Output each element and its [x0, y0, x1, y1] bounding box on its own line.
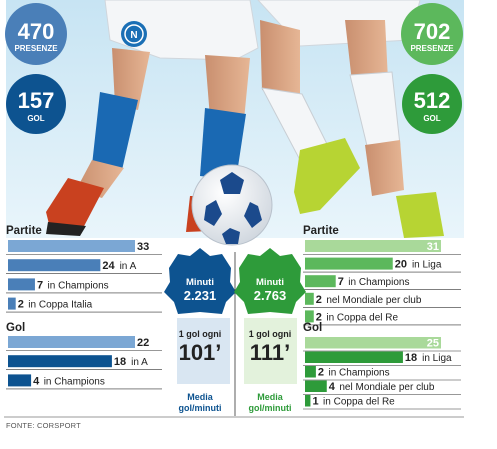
bar-category-label: in Coppa del Re: [323, 397, 395, 408]
bar-category-label: in Liga: [412, 260, 442, 271]
bar: [8, 240, 135, 252]
bar: [305, 310, 314, 323]
right-minutes-panel: Minuti 2.763 1 gol ogni 111’ Media gol/m…: [234, 248, 306, 413]
football-icon: [191, 164, 273, 246]
right-ratio-label: 1 gol ogni: [249, 329, 292, 339]
bar: [8, 297, 16, 310]
bar-category-label: in Champions: [328, 368, 389, 379]
bar-value-label: 4: [329, 381, 336, 393]
bar-category-label: in Champions: [48, 280, 109, 291]
right-gol-badge: 512 GOL: [402, 74, 462, 134]
bar-category-label: nel Mondiale per club: [326, 295, 421, 306]
right-ratio-panel-bg: [244, 318, 297, 384]
right-ratio-value: 111’: [250, 340, 290, 365]
bar: [305, 366, 316, 378]
right-ratio-caption-1: Media: [257, 392, 284, 402]
bar-value-label: 2: [316, 311, 322, 323]
bar-category-label: in Champions: [348, 277, 409, 288]
right-presenze-label: PRESENZE: [410, 44, 454, 53]
bar-category-label: in Champions: [44, 376, 105, 387]
left-gol-chart: Gol 22 18 in A 4 in Champions: [6, 322, 162, 390]
left-presenze-label: PRESENZE: [14, 44, 58, 53]
right-gol-value: 512: [414, 88, 451, 113]
bar: [305, 351, 403, 363]
bar-category-label: in Liga: [422, 353, 452, 364]
left-ratio-caption-1: Media: [187, 392, 214, 402]
bar-value-label: 24: [102, 260, 115, 272]
bar: [8, 259, 101, 272]
left-ratio-caption-2: gol/minuti: [179, 403, 222, 413]
right-presenze-badge: 702 PRESENZE: [401, 3, 463, 65]
left-minutes-panel: Minuti 2.231 1 gol ogni 101’ Media gol/m…: [164, 248, 236, 413]
bar-category-label: in Coppa Italia: [28, 300, 92, 311]
bar-value-label: 4: [33, 375, 40, 387]
right-minutes-value: 2.763: [254, 288, 287, 303]
bar-value-label: 18: [405, 352, 417, 364]
bar: [8, 278, 35, 291]
right-ratio-caption-2: gol/minuti: [249, 403, 292, 413]
bar-category-label: in Coppa del Re: [326, 312, 398, 323]
bar-value-label: 7: [338, 276, 344, 288]
photo-area: N: [6, 0, 464, 246]
bar: [305, 395, 311, 407]
right-gol-chart: Gol 25 18 in Liga 2 in Champions 4 nel Mondiale…: [303, 322, 461, 410]
left-minutes-value: 2.231: [184, 288, 217, 303]
left-ratio-value: 101’: [179, 340, 222, 365]
left-partite-chart: Partite 33 24 in A 7 in Champions 2 in Coppa It…: [6, 225, 162, 313]
svg-text:N: N: [130, 30, 137, 41]
right-minutes-label: Minuti: [256, 277, 284, 288]
right-presenze-value: 702: [414, 19, 451, 44]
left-gol-chart-title: Gol: [6, 322, 25, 334]
bar-value-label: 25: [427, 338, 439, 350]
bar: [305, 257, 393, 270]
bar-category-label: in A: [120, 261, 137, 272]
bar-value-label: 2: [318, 367, 324, 379]
bar-value-label: 18: [114, 356, 126, 368]
left-gol-value: 157: [18, 88, 55, 113]
left-gol-badge: 157 GOL: [6, 74, 66, 134]
bar-value-label: 33: [137, 241, 149, 253]
left-stopwatch-icon: [164, 248, 236, 314]
bar: [8, 355, 112, 368]
bar: [305, 337, 441, 349]
source-note: FONTE: CORSPORT: [6, 421, 81, 430]
bar: [305, 380, 327, 392]
bar: [305, 240, 441, 252]
right-gol-chart-title: Gol: [303, 322, 322, 334]
left-minutes-label: Minuti: [186, 277, 214, 288]
bar-value-label: 2: [316, 294, 322, 306]
bar: [8, 374, 32, 387]
bar-value-label: 2: [18, 299, 24, 311]
bar-category-label: nel Mondiale per club: [339, 382, 434, 393]
right-partite-chart-title: Partite: [303, 225, 339, 237]
bar-value-label: 31: [427, 241, 439, 253]
bar-value-label: 20: [395, 259, 407, 271]
bar: [305, 275, 336, 288]
right-partite-chart: Partite 31 20 in Liga 7 in Champions 2 nel Mond…: [303, 225, 461, 326]
bar-value-label: 22: [137, 337, 149, 349]
right-stopwatch-icon: [234, 248, 306, 314]
left-ratio-label: 1 gol ogni: [179, 329, 222, 339]
left-player-legs-illustration: N: [46, 0, 259, 236]
bar-category-label: in A: [131, 357, 148, 368]
left-gol-label: GOL: [27, 114, 44, 123]
bar-value-label: 1: [312, 396, 318, 408]
bar: [305, 292, 314, 305]
bar: [8, 336, 135, 348]
left-ratio-panel-bg: [177, 318, 230, 384]
left-presenze-value: 470: [18, 19, 55, 44]
left-presenze-badge: 470 PRESENZE: [5, 3, 67, 65]
left-partite-chart-title: Partite: [6, 225, 42, 237]
bar-value-label: 7: [37, 279, 43, 291]
right-gol-label: GOL: [423, 114, 440, 123]
